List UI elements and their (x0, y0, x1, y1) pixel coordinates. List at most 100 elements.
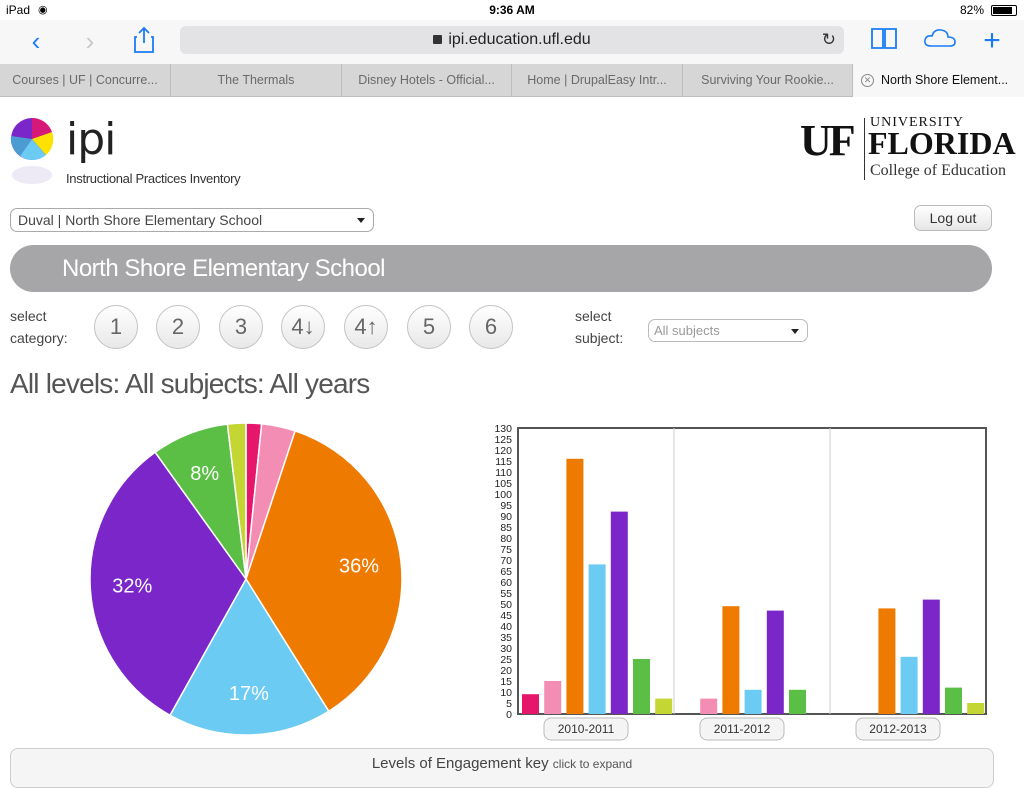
school-banner: North Shore Elementary School (10, 245, 992, 292)
category-button-4-up[interactable]: 4↑ (344, 305, 388, 349)
subject-select-value: All subjects (654, 323, 720, 338)
bar-2010-2011-4[interactable] (610, 511, 628, 714)
tab-drupaleasy[interactable]: Home | DrupalEasy Intr... (512, 64, 683, 97)
forward-button[interactable]: › (85, 26, 95, 56)
y-tick-label: 125 (494, 434, 512, 446)
ipi-logo[interactable]: ipi Instructional Practices Inventory (10, 112, 250, 192)
active-tab-label: North Shore Element... (881, 73, 1009, 87)
close-tab-icon[interactable]: ✕ (861, 74, 874, 87)
y-tick-label: 85 (500, 522, 512, 534)
tab-north-shore[interactable]: ✕ North Shore Element... (853, 64, 1024, 97)
category-button-6[interactable]: 6 (469, 305, 513, 349)
y-tick-label: 10 (500, 687, 512, 699)
y-tick-label: 15 (500, 676, 512, 688)
bookmarks-button[interactable] (868, 26, 900, 58)
uf-florida-text: FLORIDA (868, 125, 1016, 161)
y-tick-label: 75 (500, 544, 512, 556)
y-tick-label: 50 (500, 599, 512, 611)
pie-slice-3[interactable] (168, 577, 330, 736)
y-tick-label: 60 (500, 577, 512, 589)
select-subject-label-1: select (575, 308, 612, 324)
cloud-icon (924, 29, 956, 47)
address-bar[interactable]: ipi.education.ufl.edu ↻ (180, 26, 844, 54)
icloud-tabs-button[interactable] (920, 26, 960, 58)
status-bar: iPad ◉ 9:36 AM 82% (0, 0, 1024, 20)
lock-icon (433, 35, 443, 44)
y-tick-label: 110 (495, 467, 512, 479)
carrier-label: iPad (6, 3, 31, 17)
browser-toolbar: ‹ › ipi.education.ufl.edu ↻ + (0, 20, 1024, 64)
y-tick-label: 95 (500, 500, 512, 512)
ipi-subtitle: Instructional Practices Inventory (66, 171, 241, 186)
school-select-value: Duval | North Shore Elementary School (18, 212, 263, 228)
x-category-pill[interactable] (855, 717, 941, 741)
category-button-4-down[interactable]: 4↓ (281, 305, 325, 349)
category-button-5[interactable]: 5 (407, 305, 451, 349)
tab-disney[interactable]: Disney Hotels - Official... (342, 64, 512, 97)
chevron-down-icon (791, 329, 799, 334)
y-tick-label: 80 (500, 533, 512, 545)
key-label: Levels of Engagement key (371, 755, 549, 772)
bar-2012-2013-3[interactable] (900, 656, 918, 714)
select-category-label-2: category: (10, 330, 68, 346)
back-button[interactable]: ‹ (31, 26, 41, 56)
book-icon (871, 28, 897, 49)
uf-monogram: UF (800, 116, 856, 165)
y-tick-label: 130 (494, 423, 512, 435)
clock: 9:36 AM (489, 3, 535, 17)
bar-2012-2013-6[interactable] (967, 703, 985, 714)
bar-2011-2012-1[interactable] (700, 698, 718, 714)
x-category-pill[interactable] (543, 717, 629, 741)
y-tick-label: 35 (500, 632, 512, 644)
tab-courses[interactable]: Courses | UF | Concurre... (0, 64, 171, 97)
x-tick-label: 2010-2011 (558, 722, 615, 736)
bar-2010-2011-1[interactable] (544, 681, 562, 714)
y-tick-label: 120 (494, 445, 512, 457)
bar-2010-2011-5[interactable] (633, 659, 650, 714)
reload-icon[interactable]: ↻ (821, 30, 836, 49)
pie-slice-6[interactable] (226, 422, 247, 580)
x-category-pill[interactable] (699, 717, 785, 741)
pie-label-4: 32% (112, 575, 152, 597)
engagement-key[interactable]: Levels of Engagement key click to expand (10, 748, 994, 788)
pie-label-5: 8% (190, 463, 219, 485)
page-title: All levels: All subjects: All years (10, 368, 370, 399)
pie-slice-4[interactable] (89, 451, 247, 717)
bar-2011-2012-2[interactable] (722, 606, 740, 714)
category-button-3[interactable]: 3 (219, 305, 263, 349)
tab-thermals[interactable]: The Thermals (171, 64, 342, 97)
y-tick-label: 45 (500, 610, 512, 622)
x-tick-label: 2011-2012 (714, 722, 771, 736)
uf-college-text: College of Education (870, 162, 1006, 179)
bar-2012-2013-5[interactable] (945, 687, 962, 714)
bar-chart[interactable]: 0510152025303540455055606570758085909510… (484, 418, 994, 744)
bar-2011-2012-3[interactable] (744, 689, 762, 714)
y-tick-label: 25 (500, 654, 512, 666)
bar-2012-2013-2[interactable] (878, 608, 896, 714)
bar-2010-2011-3[interactable] (588, 564, 606, 714)
bar-2010-2011-6[interactable] (655, 698, 673, 714)
bar-2011-2012-4[interactable] (766, 610, 784, 714)
bar-2011-2012-5[interactable] (789, 689, 806, 714)
share-button[interactable] (128, 26, 160, 58)
bar-2010-2011-2[interactable] (566, 458, 584, 714)
category-button-2[interactable]: 2 (156, 305, 200, 349)
uf-university-text: UNIVERSITY (870, 115, 964, 130)
tab-rookie[interactable]: Surviving Your Rookie... (683, 64, 853, 97)
y-tick-label: 90 (500, 511, 512, 523)
y-tick-label: 100 (494, 489, 512, 501)
pie-label-3: 17% (229, 683, 269, 705)
subject-select[interactable]: All subjects (648, 319, 808, 342)
new-tab-button[interactable]: + (983, 24, 1001, 57)
key-hint: click to expand (552, 757, 633, 771)
y-tick-label: 70 (500, 555, 512, 567)
bar-2010-2011-0[interactable] (522, 694, 539, 714)
uf-logo[interactable]: UF UNIVERSITY FLORIDA College of Educati… (800, 115, 1016, 185)
category-button-1[interactable]: 1 (94, 305, 138, 349)
y-tick-label: 40 (500, 621, 512, 633)
logout-button[interactable]: Log out (914, 205, 992, 231)
pie-chart[interactable]: 36% 17% 32% 8% (80, 412, 420, 742)
ipi-wordmark: ipi (66, 114, 116, 165)
school-select[interactable]: Duval | North Shore Elementary School (10, 208, 374, 232)
bar-2012-2013-4[interactable] (922, 599, 940, 714)
